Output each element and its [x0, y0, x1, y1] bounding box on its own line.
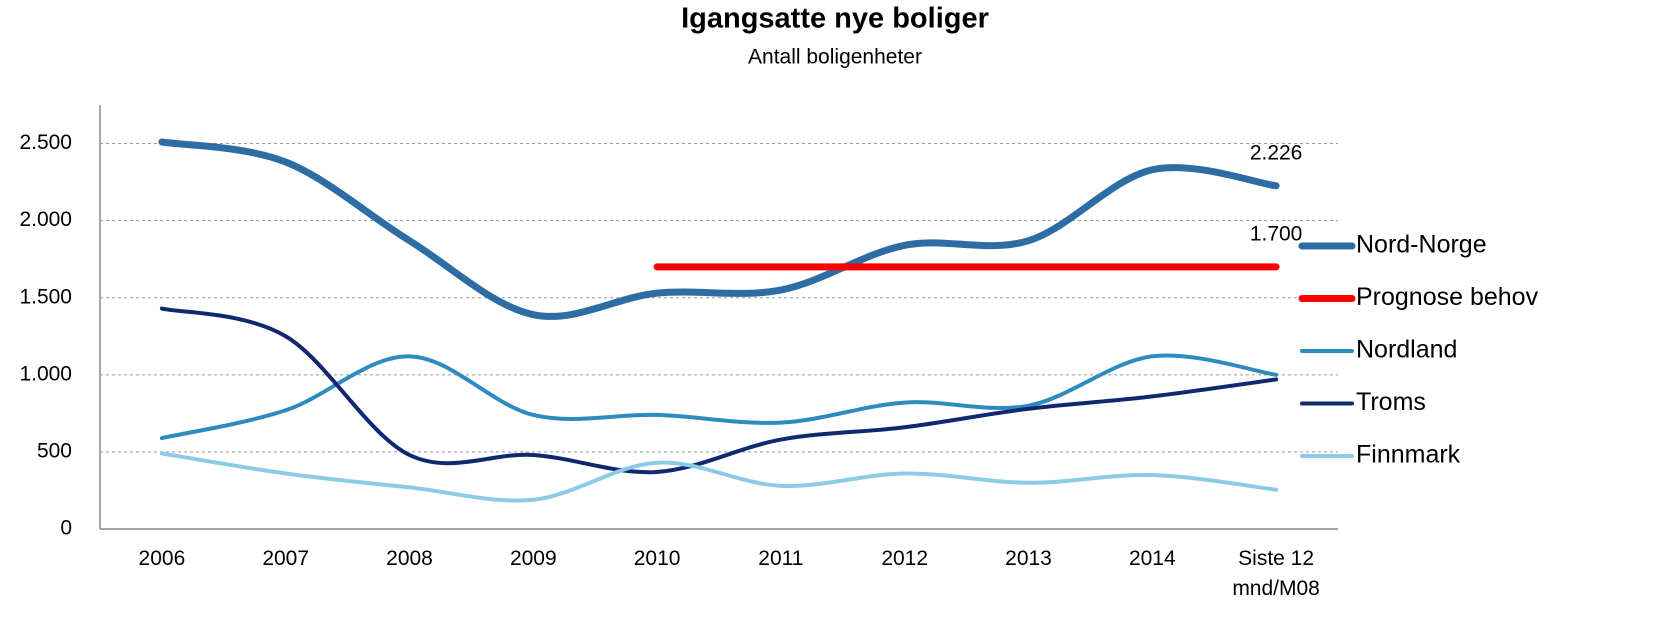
x-tick-label: 2007 — [262, 547, 310, 570]
x-tick-label: 2014 — [1128, 547, 1176, 570]
chart-title: Igangsatte nye boliger — [681, 3, 989, 35]
legend-label: Finnmark — [1356, 441, 1461, 469]
x-tick-label: 2013 — [1005, 547, 1052, 570]
legend-label: Troms — [1356, 388, 1426, 416]
y-tick-label: 1.000 — [19, 362, 72, 385]
line-series — [159, 353, 1279, 441]
y-tick-label: 2.000 — [19, 208, 72, 231]
legend-label: Nord-Norge — [1356, 231, 1487, 259]
x-tick-label: Siste 12 mnd/M08 — [1232, 547, 1320, 600]
legend-label: Nordland — [1356, 336, 1457, 364]
line-series — [159, 306, 1279, 475]
x-tick-label: 2009 — [509, 547, 557, 570]
y-tick-label: 1.500 — [19, 285, 72, 308]
x-tick-label: 2011 — [758, 547, 804, 570]
line-series — [158, 138, 1280, 320]
data-label: 2.226 — [1250, 141, 1303, 164]
chart-subtitle: Antall boligenheter — [748, 46, 922, 69]
x-tick-label: 2012 — [881, 547, 929, 570]
y-tick-label: 2.500 — [19, 131, 72, 154]
data-label: 1.700 — [1250, 222, 1303, 245]
x-tick-label: 2010 — [633, 547, 681, 570]
y-tick-label: 0 — [60, 517, 72, 540]
line-series — [159, 451, 1279, 503]
legend-label: Prognose behov — [1356, 283, 1539, 311]
x-tick-label: 2006 — [138, 547, 186, 570]
x-tick-label: 2008 — [386, 547, 433, 570]
y-tick-label: 500 — [37, 439, 72, 462]
